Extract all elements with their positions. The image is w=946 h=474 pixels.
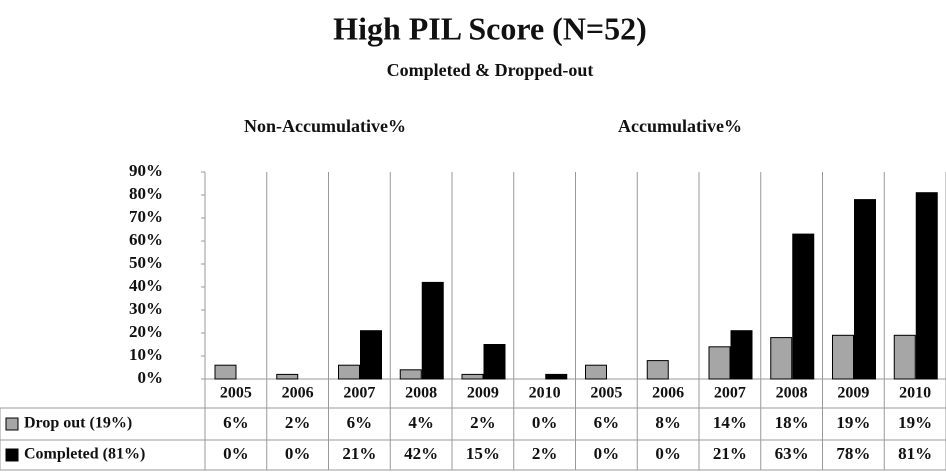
data-label: 0% [594,444,620,463]
legend-swatch [5,448,19,462]
data-label: 21% [713,444,747,463]
data-label: 0% [285,444,311,463]
bar [483,344,506,380]
data-label: 0% [655,444,681,463]
bar [708,346,731,380]
chart-title: High PIL Score (N=52) [333,10,647,46]
bar [915,192,938,380]
x-tick-label: 2006 [282,385,314,402]
bar [730,330,753,380]
y-tick-label: 40% [129,276,163,295]
x-tick-label: 2007 [714,385,746,402]
x-tick-label: 2009 [467,385,499,402]
bar [461,373,484,380]
x-tick-label: 2006 [652,385,684,402]
y-tick-label: 70% [129,207,163,226]
data-label: 6% [223,413,249,432]
y-tick-label: 60% [129,230,163,249]
y-tick-label: 90% [129,161,163,180]
bar [338,364,360,380]
data-label: 4% [408,413,434,432]
data-label: 14% [713,413,747,432]
data-label: 8% [655,413,681,432]
data-label: 21% [342,444,376,463]
bar [214,364,237,380]
bar [832,334,854,380]
data-label: 81% [898,444,932,463]
bar [399,369,422,380]
legend-label: Drop out (19%) [24,415,132,432]
x-tick-label: 2005 [220,385,252,402]
y-tick-label: 20% [129,322,163,341]
data-label: 2% [532,444,558,463]
bar [360,330,382,380]
data-label: 18% [775,413,809,432]
data-label: 19% [898,413,932,432]
data-label: 0% [532,413,558,432]
data-label: 19% [836,413,870,432]
bar [770,337,793,380]
legend-swatch [5,417,19,431]
data-label: 0% [223,444,249,463]
bar [421,281,444,380]
x-tick-label: 2009 [837,385,869,402]
x-tick-label: 2007 [343,385,375,402]
bar [893,334,916,380]
y-tick-label: 50% [129,253,163,272]
x-tick-label: 2008 [405,385,437,402]
data-label: 2% [470,413,496,432]
data-label: 63% [775,444,809,463]
x-tick-label: 2008 [776,385,808,402]
bar [646,360,669,380]
annotation: Non-Accumulative% [244,116,406,136]
bar [276,373,299,380]
x-tick-label: 2005 [590,385,622,402]
annotation: Accumulative% [618,116,742,136]
y-tick-label: 10% [129,345,163,364]
bar [854,199,876,380]
data-label: 78% [836,444,870,463]
bar [792,233,815,380]
y-tick-label: 30% [129,299,163,318]
y-tick-label: 0% [138,368,164,387]
y-tick-label: 80% [129,184,163,203]
bar [585,364,607,380]
data-label: 6% [347,413,373,432]
data-label: 15% [466,444,500,463]
legend-label: Completed (81%) [24,446,145,463]
data-label: 2% [285,413,311,432]
bar [545,373,568,380]
x-tick-label: 2010 [529,385,561,402]
x-tick-label: 2010 [899,385,931,402]
chart-subtitle: Completed & Dropped-out [387,60,594,80]
data-label: 42% [404,444,438,463]
data-label: 6% [594,413,620,432]
